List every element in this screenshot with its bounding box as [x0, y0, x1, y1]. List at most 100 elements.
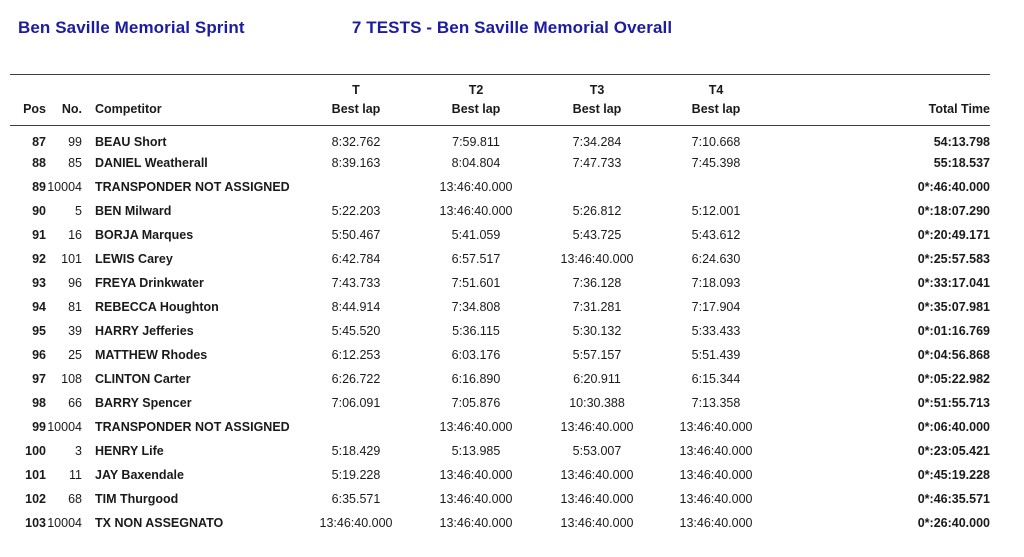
row-t4-best-lap: [657, 175, 775, 199]
row-t1-best-lap: 6:42.784: [331, 252, 381, 266]
row-t1-best-lap: 13:46:40.000: [319, 516, 393, 530]
test-header-row: T T2 T3 T4: [10, 74, 990, 99]
row-t3-best-lap: 7:47.733: [572, 156, 622, 170]
row-number: 96: [68, 276, 82, 290]
row-t2-best-lap: 6:16.890: [451, 372, 501, 386]
row-competitor: HENRY Life: [95, 444, 164, 458]
row-t4-best-lap: 13:46:40.000: [679, 492, 753, 506]
row-number: 16: [68, 228, 82, 242]
row-competitor: MATTHEW Rhodes: [95, 348, 208, 362]
row-t2-best-lap: 13:46:40.000: [439, 468, 513, 482]
row-t1-best-lap: 5:45.520: [331, 324, 381, 338]
column-header-t3-best-lap: Best lap: [572, 102, 622, 116]
row-t1-best-lap: 8:39.163: [331, 156, 381, 170]
row-number: 68: [68, 492, 82, 506]
header-spacer: [775, 74, 990, 99]
row-t3-best-lap: 6:20.911: [573, 372, 621, 386]
row-t1-best-lap: 7:43.733: [331, 276, 381, 290]
event-title: Ben Saville Memorial Sprint: [18, 18, 245, 37]
row-t1-best-lap: 8:32.762: [297, 125, 415, 151]
row-competitor: TRANSPONDER NOT ASSIGNED: [95, 180, 290, 194]
row-pos: 92: [32, 252, 46, 266]
row-t1-best-lap: 5:19.228: [331, 468, 381, 482]
row-t4-best-lap: 13:46:40.000: [679, 444, 753, 458]
row-total-time: 0*:18:07.290: [917, 204, 990, 218]
table-row: 89 10004 TRANSPONDER NOT ASSIGNED 13:46:…: [10, 175, 990, 199]
table-row: 99 10004 TRANSPONDER NOT ASSIGNED 13:46:…: [10, 415, 990, 439]
row-t4-best-lap: 5:51.439: [691, 348, 741, 362]
row-number: 25: [68, 348, 82, 362]
row-t4-best-lap: 7:18.093: [691, 276, 741, 290]
row-t3-best-lap: 7:31.281: [572, 300, 622, 314]
table-row: 87 99 BEAU Short 8:32.762 7:59.811 7:34.…: [10, 125, 990, 151]
row-number: 5: [75, 204, 82, 218]
row-t4-best-lap: 7:10.668: [657, 125, 775, 151]
row-t1-best-lap: 5:50.467: [331, 228, 381, 242]
titlebar: Ben Saville Memorial Sprint 7 TESTS - Be…: [0, 18, 1024, 40]
row-t3-best-lap: 13:46:40.000: [560, 468, 634, 482]
table-row: 97 108 CLINTON Carter 6:26.722 6:16.890 …: [10, 367, 990, 391]
row-t4-best-lap: 5:43.612: [691, 228, 741, 242]
row-competitor: DANIEL Weatherall: [95, 156, 208, 170]
header-spacer: [82, 74, 297, 99]
column-header-t2: T2: [415, 74, 537, 99]
column-header-t1: T: [297, 74, 415, 99]
row-t3-best-lap: 5:30.132: [572, 324, 622, 338]
row-competitor: BORJA Marques: [95, 228, 194, 242]
row-number: 10004: [47, 420, 82, 434]
row-t1-best-lap: 6:26.722: [331, 372, 381, 386]
row-t4-best-lap: 7:45.398: [691, 156, 741, 170]
row-t2-best-lap: 13:46:40.000: [439, 420, 513, 434]
row-t4-best-lap: 7:13.358: [691, 396, 741, 410]
row-number: 85: [68, 156, 82, 170]
row-t2-best-lap: 5:36.115: [452, 324, 500, 338]
row-competitor: BEAU Short: [82, 125, 297, 151]
row-t3-best-lap: 5:43.725: [572, 228, 622, 242]
row-t1-best-lap: 6:12.253: [331, 348, 381, 362]
row-t4-best-lap: 6:24.630: [691, 252, 741, 266]
row-total-time: 54:13.798: [775, 125, 990, 151]
row-pos: 97: [32, 372, 46, 386]
row-t1-best-lap: [297, 175, 415, 199]
table-body: 87 99 BEAU Short 8:32.762 7:59.811 7:34.…: [10, 125, 990, 536]
row-pos: 87: [10, 125, 46, 151]
column-header-pos: Pos: [23, 102, 46, 116]
column-header-total-time: Total Time: [928, 102, 990, 116]
row-number: 10004: [47, 180, 82, 194]
row-total-time: 0*:45:19.228: [917, 468, 990, 482]
row-pos: 100: [25, 444, 46, 458]
row-t1-best-lap: 8:44.914: [331, 300, 381, 314]
row-t2-best-lap: 6:03.176: [451, 348, 501, 362]
row-pos: 88: [32, 156, 46, 170]
row-total-time: 0*:20:49.171: [917, 228, 990, 242]
row-t2-best-lap: 5:13.985: [451, 444, 501, 458]
row-t2-best-lap: 6:57.517: [451, 252, 501, 266]
table-row: 103 10004 TX NON ASSEGNATO 13:46:40.000 …: [10, 511, 990, 535]
table-row: 93 96 FREYA Drinkwater 7:43.733 7:51.601…: [10, 271, 990, 295]
row-t3-best-lap: 10:30.388: [569, 396, 625, 410]
row-pos: 95: [32, 324, 46, 338]
row-total-time: 0*:05:22.982: [917, 372, 990, 386]
row-number: 81: [68, 300, 82, 314]
row-total-time: 0*:04:56.868: [917, 348, 990, 362]
header-spacer: [46, 74, 82, 99]
row-t3-best-lap: 5:57.157: [572, 348, 622, 362]
row-t3-best-lap: 5:53.007: [572, 444, 622, 458]
table-row: 96 25 MATTHEW Rhodes 6:12.253 6:03.176 5…: [10, 343, 990, 367]
row-t3-best-lap: 13:46:40.000: [560, 516, 634, 530]
row-total-time: 0*:46:35.571: [917, 492, 990, 506]
column-header-no: No.: [61, 102, 82, 116]
row-t2-best-lap: 5:41.059: [451, 228, 501, 242]
row-pos: 98: [32, 396, 46, 410]
row-t3-best-lap: [537, 175, 657, 199]
table-row: 88 85 DANIEL Weatherall 8:39.163 8:04.80…: [10, 151, 990, 175]
column-header-competitor: Competitor: [95, 102, 162, 116]
table-row: 102 68 TIM Thurgood 6:35.571 13:46:40.00…: [10, 487, 990, 511]
row-competitor: TIM Thurgood: [95, 492, 179, 506]
row-t4-best-lap: 5:12.001: [691, 204, 741, 218]
row-pos: 91: [32, 228, 46, 242]
row-t4-best-lap: 6:15.344: [691, 372, 741, 386]
row-t1-best-lap: 5:22.203: [331, 204, 381, 218]
table-row: 92 101 LEWIS Carey 6:42.784 6:57.517 13:…: [10, 247, 990, 271]
